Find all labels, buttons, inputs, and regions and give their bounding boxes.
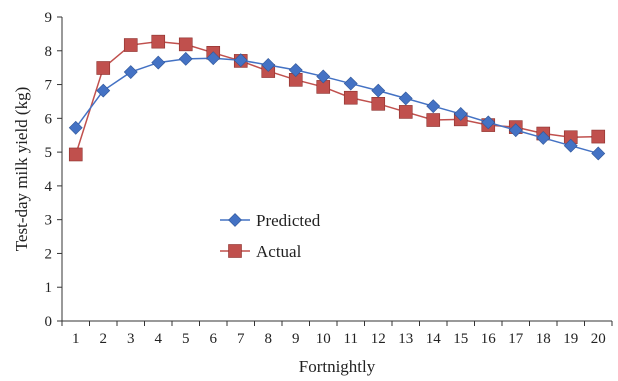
y-tick-label: 8 [45, 44, 53, 60]
x-tick-label: 8 [265, 331, 273, 347]
x-tick-label: 20 [591, 331, 606, 347]
x-tick-label: 12 [371, 331, 386, 347]
data-point-predicted [96, 83, 111, 98]
data-point-actual [96, 61, 111, 75]
legend-item-predicted: Predicted [220, 211, 321, 230]
x-tick-label: 16 [481, 331, 497, 347]
x-tick-label: 10 [316, 331, 331, 347]
data-point-predicted [508, 123, 523, 138]
data-point-predicted [453, 107, 468, 121]
legend: Predicted Actual [220, 211, 321, 261]
y-tick-label: 9 [45, 10, 53, 26]
y-tick-label: 1 [45, 280, 53, 296]
x-tick-label: 7 [237, 331, 245, 347]
series-line-actual [75, 40, 599, 155]
y-tick-label: 0 [45, 314, 53, 330]
data-point-predicted [233, 53, 248, 68]
y-tick-label: 4 [45, 179, 53, 195]
x-tick-label: 11 [344, 331, 358, 347]
y-tick-label: 7 [45, 78, 53, 94]
series-layer [68, 34, 606, 162]
x-tick-label: 18 [536, 331, 551, 347]
data-point-actual [178, 37, 193, 52]
legend-marker [228, 244, 242, 258]
data-point-predicted [563, 138, 578, 153]
data-point-predicted [536, 131, 551, 145]
data-point-predicted [288, 63, 303, 77]
legend-label: Predicted [256, 211, 321, 230]
x-tick-label: 4 [155, 331, 163, 347]
data-point-predicted [123, 65, 138, 79]
legend-marker [228, 213, 242, 227]
data-point-predicted [398, 91, 413, 106]
y-axis-ticks: 0 1 2 3 4 5 6 7 8 9 [45, 10, 62, 330]
data-point-predicted [316, 69, 331, 84]
data-point-predicted [178, 51, 193, 66]
x-axis-title: Fortnightly [299, 357, 376, 376]
data-point-actual [426, 113, 441, 127]
data-point-actual [398, 105, 413, 119]
legend-label: Actual [256, 242, 302, 261]
series-actual [68, 34, 606, 162]
series-line-predicted [75, 57, 599, 155]
data-point-actual [68, 147, 83, 162]
data-point-predicted [206, 51, 221, 66]
data-point-actual [343, 90, 358, 105]
data-point-actual [151, 34, 166, 49]
data-point-predicted [343, 76, 358, 91]
data-point-predicted [371, 83, 386, 98]
data-point-actual [123, 38, 138, 52]
x-tick-label: 1 [72, 331, 80, 347]
x-tick-label: 17 [508, 331, 524, 347]
data-point-actual [591, 129, 606, 144]
data-point-predicted [261, 58, 276, 72]
x-tick-label: 3 [127, 331, 135, 347]
data-point-actual [371, 97, 386, 111]
x-tick-label: 2 [100, 331, 108, 347]
y-tick-label: 3 [45, 213, 53, 229]
legend-item-actual: Actual [220, 242, 302, 261]
y-tick-label: 2 [45, 246, 53, 262]
x-tick-label: 19 [563, 331, 578, 347]
y-tick-label: 6 [45, 111, 53, 127]
data-point-predicted [591, 146, 606, 161]
data-point-predicted [481, 115, 496, 130]
x-tick-label: 9 [292, 331, 300, 347]
x-axis-ticks: 1 2 3 4 5 6 7 8 9 10 11 12 13 14 15 16 17 18 19 20 [61, 321, 613, 347]
x-tick-label: 14 [426, 331, 442, 347]
x-tick-label: 15 [453, 331, 468, 347]
data-point-predicted [151, 55, 166, 70]
y-axis-title: Test-day milk yield (kg) [12, 87, 31, 252]
y-tick-label: 5 [45, 145, 53, 161]
data-point-predicted [426, 99, 441, 114]
series-predicted [68, 51, 606, 161]
x-tick-label: 5 [182, 331, 190, 347]
x-tick-label: 6 [210, 331, 218, 347]
data-point-predicted [68, 120, 83, 135]
x-tick-label: 13 [398, 331, 413, 347]
